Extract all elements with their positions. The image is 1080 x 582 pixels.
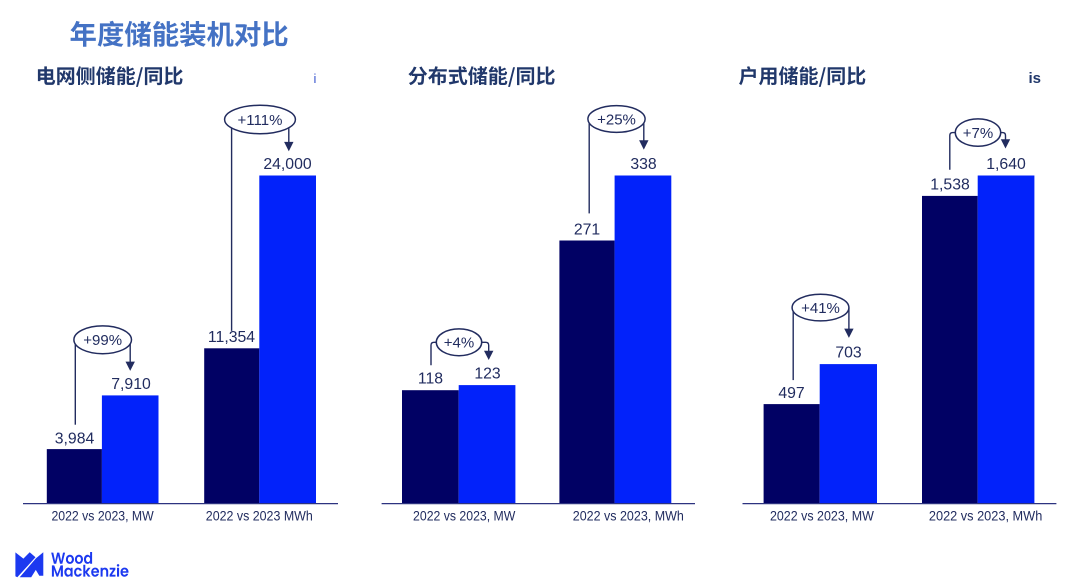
svg-text:118: 118 [418, 371, 443, 388]
svg-text:703: 703 [835, 344, 862, 361]
svg-text:271: 271 [574, 221, 601, 238]
svg-text:11,354: 11,354 [208, 329, 255, 346]
svg-text:7,910: 7,910 [111, 376, 151, 393]
svg-text:is: is [1029, 70, 1042, 87]
svg-text:2022 vs 2023, MW: 2022 vs 2023, MW [413, 508, 516, 524]
svg-text:2022 vs 2023, MW: 2022 vs 2023, MW [770, 508, 875, 524]
svg-text:2022 vs 2023, MW: 2022 vs 2023, MW [51, 508, 154, 524]
svg-text:+99%: +99% [83, 332, 122, 349]
svg-text:338: 338 [630, 156, 657, 173]
svg-text:2022 vs 2023, MWh: 2022 vs 2023, MWh [573, 508, 684, 524]
svg-text:+41%: +41% [801, 300, 840, 317]
svg-text:i: i [314, 71, 317, 86]
svg-text:123: 123 [474, 366, 501, 383]
svg-text:+7%: +7% [963, 125, 993, 142]
svg-text:+111%: +111% [238, 112, 283, 129]
svg-text:2022 vs 2023 MWh: 2022 vs 2023 MWh [206, 508, 313, 524]
svg-text:1,640: 1,640 [986, 156, 1026, 173]
svg-text:3,984: 3,984 [55, 431, 95, 448]
svg-text:+25%: +25% [597, 111, 636, 128]
svg-text:1,538: 1,538 [930, 176, 970, 193]
svg-text:24,000: 24,000 [263, 156, 312, 173]
svg-text:2022 vs 2023, MWh: 2022 vs 2023, MWh [929, 508, 1042, 524]
svg-text:+4%: +4% [444, 335, 474, 352]
svg-text:497: 497 [778, 385, 804, 402]
